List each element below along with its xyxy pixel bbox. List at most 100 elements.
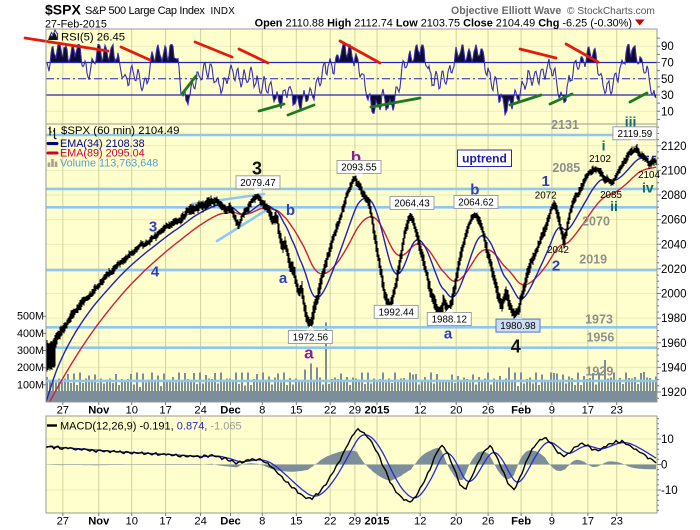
svg-text:27-Feb-2015: 27-Feb-2015 <box>45 18 107 30</box>
svg-text:50: 50 <box>661 74 674 86</box>
svg-text:Dec: Dec <box>220 405 241 417</box>
svg-text:27: 27 <box>57 405 69 417</box>
svg-text:70: 70 <box>661 58 674 70</box>
svg-text:2079.47: 2079.47 <box>240 178 275 189</box>
svg-text:2015: 2015 <box>365 405 390 417</box>
svg-text:100M: 100M <box>17 379 44 391</box>
svg-text:8: 8 <box>259 516 265 528</box>
svg-text:2042: 2042 <box>547 245 569 256</box>
svg-text:2104: 2104 <box>638 170 660 181</box>
svg-text:2072: 2072 <box>535 191 557 202</box>
svg-text:2119.59: 2119.59 <box>618 129 653 140</box>
svg-text:a: a <box>304 344 314 363</box>
svg-text:500M: 500M <box>17 311 44 323</box>
svg-text:23: 23 <box>610 516 622 528</box>
svg-text:3: 3 <box>252 159 262 179</box>
svg-text:Feb: Feb <box>511 516 531 528</box>
svg-text:ii: ii <box>610 198 618 214</box>
svg-text:1988.12: 1988.12 <box>432 315 467 326</box>
svg-text:90: 90 <box>661 41 674 53</box>
svg-text:$SPX (60 min) 2104.49: $SPX (60 min) 2104.49 <box>61 125 179 137</box>
svg-text:8: 8 <box>259 405 265 417</box>
svg-text:-10: -10 <box>661 485 678 497</box>
svg-text:20: 20 <box>450 405 462 417</box>
svg-text:24: 24 <box>194 405 206 417</box>
svg-text:1960: 1960 <box>661 338 687 350</box>
svg-text:22: 22 <box>324 405 336 417</box>
svg-text:1956: 1956 <box>586 330 614 344</box>
svg-text:EMA(34) 2108.38: EMA(34) 2108.38 <box>60 138 145 150</box>
svg-text:MACD(12,26,9) -0.191, 0.874, -: MACD(12,26,9) -0.191, 0.874, -1.065 <box>60 421 242 433</box>
svg-text:2131: 2131 <box>551 118 579 132</box>
svg-text:2102: 2102 <box>589 154 611 165</box>
svg-text:22: 22 <box>324 516 336 528</box>
svg-text:10: 10 <box>125 516 137 528</box>
svg-text:10: 10 <box>661 106 674 118</box>
svg-text:17: 17 <box>582 516 594 528</box>
svg-text:4: 4 <box>511 337 521 357</box>
svg-text:30: 30 <box>661 90 674 102</box>
svg-text:10: 10 <box>661 434 674 446</box>
svg-text:27: 27 <box>57 516 69 528</box>
svg-text:2015: 2015 <box>365 516 390 528</box>
svg-text:Nov: Nov <box>88 516 110 528</box>
svg-text:15: 15 <box>290 516 302 528</box>
svg-text:Nov: Nov <box>88 405 110 417</box>
svg-text:RSI(5) 26.45: RSI(5) 26.45 <box>61 32 125 44</box>
svg-text:iv: iv <box>642 179 654 195</box>
svg-text:1992.44: 1992.44 <box>378 308 414 319</box>
svg-text:2080: 2080 <box>661 190 687 202</box>
svg-text:a: a <box>279 270 288 287</box>
svg-text:15: 15 <box>290 405 302 417</box>
svg-text:26: 26 <box>482 405 494 417</box>
svg-text:1973: 1973 <box>585 312 613 326</box>
svg-text:Volume 113,763,648: Volume 113,763,648 <box>60 157 158 169</box>
svg-text:12: 12 <box>414 405 426 417</box>
svg-text:2070: 2070 <box>582 215 610 229</box>
svg-text:EMA(89) 2095.04: EMA(89) 2095.04 <box>60 148 145 160</box>
svg-text:2085: 2085 <box>600 190 622 201</box>
svg-text:Open 2110.88 High 2112.74 Low: Open 2110.88 High 2112.74 Low 2103.75 Cl… <box>255 17 632 29</box>
svg-text:2064.43: 2064.43 <box>394 199 430 210</box>
svg-text:Feb: Feb <box>511 405 531 417</box>
svg-text:29: 29 <box>349 516 361 528</box>
svg-text:400M: 400M <box>17 328 44 340</box>
svg-text:23: 23 <box>610 405 622 417</box>
svg-text:10: 10 <box>125 405 137 417</box>
svg-text:24: 24 <box>194 516 206 528</box>
svg-text:17: 17 <box>159 516 171 528</box>
svg-text:2020: 2020 <box>661 264 687 276</box>
svg-text:1920: 1920 <box>661 387 687 399</box>
svg-text:1980: 1980 <box>661 313 687 325</box>
svg-text:b: b <box>470 182 479 199</box>
svg-text:Objective Elliott Wave: Objective Elliott Wave <box>451 5 561 17</box>
svg-text:1980.98: 1980.98 <box>500 321 536 332</box>
svg-text:a: a <box>444 325 453 342</box>
svg-text:9: 9 <box>549 516 555 528</box>
svg-text:20: 20 <box>450 516 462 528</box>
svg-text:2093.55: 2093.55 <box>341 163 377 174</box>
svg-text:2019: 2019 <box>579 253 607 267</box>
svg-text:INDX: INDX <box>211 6 236 17</box>
svg-text:2085: 2085 <box>552 161 580 175</box>
svg-text:300M: 300M <box>17 345 44 357</box>
svg-text:2040: 2040 <box>661 239 687 251</box>
svg-text:b: b <box>286 202 295 219</box>
svg-text:1940: 1940 <box>661 362 687 374</box>
svg-text:17: 17 <box>159 405 171 417</box>
svg-text:2100: 2100 <box>661 165 687 177</box>
svg-text:iii: iii <box>625 114 637 130</box>
svg-text:17: 17 <box>582 405 594 417</box>
svg-text:26: 26 <box>482 516 494 528</box>
svg-text:2000: 2000 <box>661 289 687 301</box>
svg-text:1929: 1929 <box>585 364 613 378</box>
svg-text:$SPX: $SPX <box>45 2 81 18</box>
svg-text:2120: 2120 <box>661 141 687 153</box>
svg-text:Dec: Dec <box>220 516 241 528</box>
svg-text:9: 9 <box>549 405 555 417</box>
svg-text:1972.56: 1972.56 <box>293 333 329 344</box>
svg-text:12: 12 <box>414 516 426 528</box>
svg-text:uptrend: uptrend <box>462 152 507 166</box>
svg-text:S&P 500 Large Cap Index: S&P 500 Large Cap Index <box>85 5 205 17</box>
svg-text:i: i <box>602 138 606 154</box>
